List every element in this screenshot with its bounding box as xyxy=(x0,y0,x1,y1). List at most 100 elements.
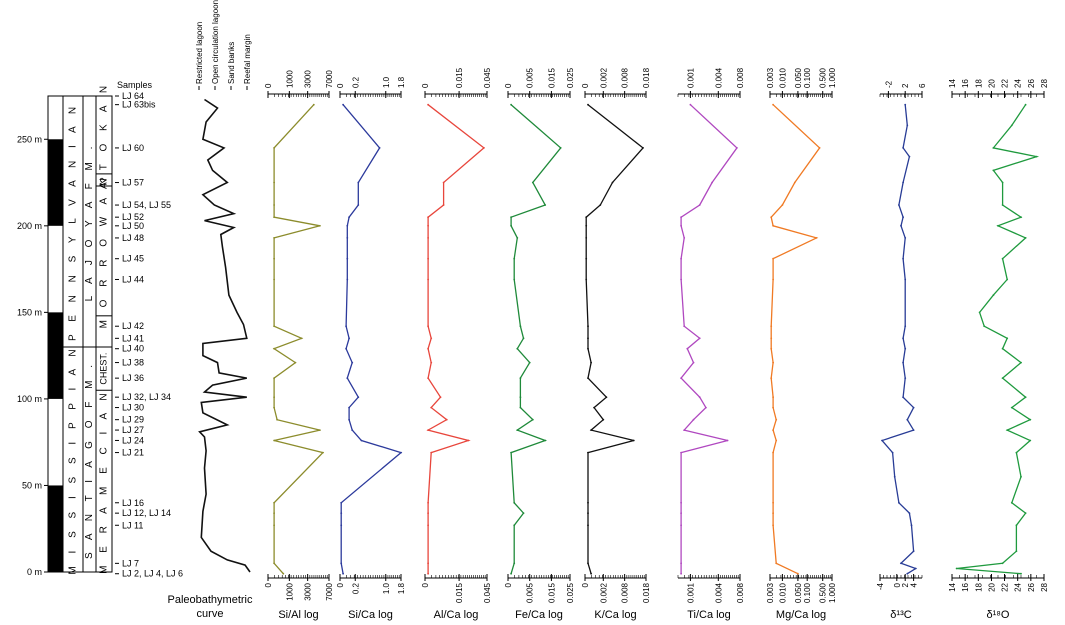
data-point xyxy=(711,181,713,184)
data-point xyxy=(427,429,429,431)
data-point xyxy=(978,311,981,314)
data-point xyxy=(1029,439,1032,442)
data-point xyxy=(513,278,516,281)
depth-tick-label: 50 m xyxy=(22,480,42,490)
depth-tick-label: 100 m xyxy=(17,394,42,404)
data-point xyxy=(528,361,531,364)
data-point xyxy=(430,337,433,340)
top-tick-label: 0.001 xyxy=(686,67,695,88)
data-point xyxy=(445,418,448,421)
data-point xyxy=(770,216,773,219)
bottom-tick-label: 1000 xyxy=(285,582,294,600)
data-point xyxy=(282,572,285,575)
data-point xyxy=(692,418,695,421)
bottom-tick-label: 1.0 xyxy=(382,582,391,594)
data-point xyxy=(1035,155,1038,158)
data-point xyxy=(593,406,595,409)
data-point xyxy=(689,103,692,106)
data-point xyxy=(736,147,738,149)
top-tick-label: 3000 xyxy=(304,70,313,88)
data-point xyxy=(544,204,547,206)
top-tick-label: 22 xyxy=(1001,79,1010,88)
data-point xyxy=(587,451,589,454)
panel-title: Fe/Ca log xyxy=(515,609,563,621)
bottom-tick-label: 0.010 xyxy=(778,582,787,603)
bottom-tick-label: 0.001 xyxy=(686,582,695,603)
data-point xyxy=(587,103,589,106)
top-tick-label: 0.015 xyxy=(547,67,556,88)
data-point xyxy=(427,562,429,565)
bottom-tick-label: 0.025 xyxy=(566,582,575,603)
data-point xyxy=(585,257,588,260)
data-point xyxy=(680,278,682,281)
bottom-tick-label: 28 xyxy=(1040,582,1049,591)
top-tick-label: 0 xyxy=(421,83,430,88)
data-point xyxy=(319,224,321,227)
data-point xyxy=(642,147,644,149)
top-tick-label: 0 xyxy=(264,83,273,88)
bottom-tick-label: 0.015 xyxy=(455,582,464,603)
stratigraphic-column: P E N N S Y L V A N I A N M I S S I S S I… xyxy=(47,81,113,575)
data-point xyxy=(348,418,350,421)
top-tick-label: 14 xyxy=(948,79,957,88)
top-tick-label: 0.010 xyxy=(778,67,787,88)
data-point xyxy=(531,181,534,184)
data-point xyxy=(955,567,958,570)
bottom-tick-label: 24 xyxy=(1014,582,1023,591)
data-point xyxy=(992,169,995,172)
data-point xyxy=(912,406,915,409)
data-point xyxy=(427,501,429,504)
data-point xyxy=(544,439,547,442)
data-point xyxy=(400,451,402,454)
stage-label: M E R A M E C I A N xyxy=(99,388,110,574)
depth-tick-label: 200 m xyxy=(17,221,42,231)
data-point xyxy=(273,257,275,260)
data-point xyxy=(1001,204,1004,206)
data-point xyxy=(585,278,588,281)
series-line xyxy=(585,104,644,574)
paleobathymetric-label-line1: Paleobathymetric xyxy=(168,594,253,606)
data-point xyxy=(273,501,275,504)
data-point xyxy=(357,204,360,206)
panel-8: 14 16 18 20 22 24 26 28 14 16 18 20 22 24 26 28 δ¹⁸O xyxy=(948,79,1049,621)
data-point xyxy=(902,216,904,219)
sample-label: LJ 57 xyxy=(122,178,144,188)
top-tick-label: 0.008 xyxy=(736,67,745,88)
data-point xyxy=(772,361,774,364)
data-point xyxy=(522,337,525,340)
facies-label: Open circulation lagoon xyxy=(211,0,220,84)
sample-label: LJ 60 xyxy=(122,143,144,153)
data-point xyxy=(273,325,275,328)
series-line xyxy=(426,104,485,574)
data-point xyxy=(427,224,429,227)
panel-title: K/Ca log xyxy=(594,609,636,621)
sample-label: LJ 42 xyxy=(122,321,144,331)
data-point xyxy=(300,337,303,340)
top-tick-label: 26 xyxy=(1027,79,1036,88)
data-point xyxy=(590,429,592,431)
panel-4: 0 0.002 0.008 0.018 0 0.002 0.008 0.018 K/Ca log xyxy=(581,67,651,621)
data-point xyxy=(992,294,995,296)
data-point xyxy=(427,347,429,350)
data-point xyxy=(273,377,275,379)
bottom-tick-label: 18 xyxy=(974,582,983,591)
data-point xyxy=(1001,347,1004,350)
data-point xyxy=(772,451,774,454)
data-point xyxy=(351,429,354,431)
data-point xyxy=(902,257,904,260)
polarity-black-band xyxy=(48,139,63,226)
formation-label: L A J O Y A F M . xyxy=(84,142,95,302)
data-point xyxy=(346,237,349,239)
sample-label: LJ 48 xyxy=(122,233,144,243)
data-point xyxy=(273,439,275,442)
data-point xyxy=(427,216,429,219)
sample-label: LJ 36 xyxy=(122,373,144,383)
bottom-tick-label: 14 xyxy=(948,582,957,591)
data-point xyxy=(360,439,363,442)
data-point xyxy=(587,337,589,340)
data-point xyxy=(439,396,442,399)
bottom-tick-label: 0.018 xyxy=(642,582,651,603)
formation-label: S A N T I A G O F M . xyxy=(84,360,95,559)
top-tick-label: 0.015 xyxy=(455,67,464,88)
